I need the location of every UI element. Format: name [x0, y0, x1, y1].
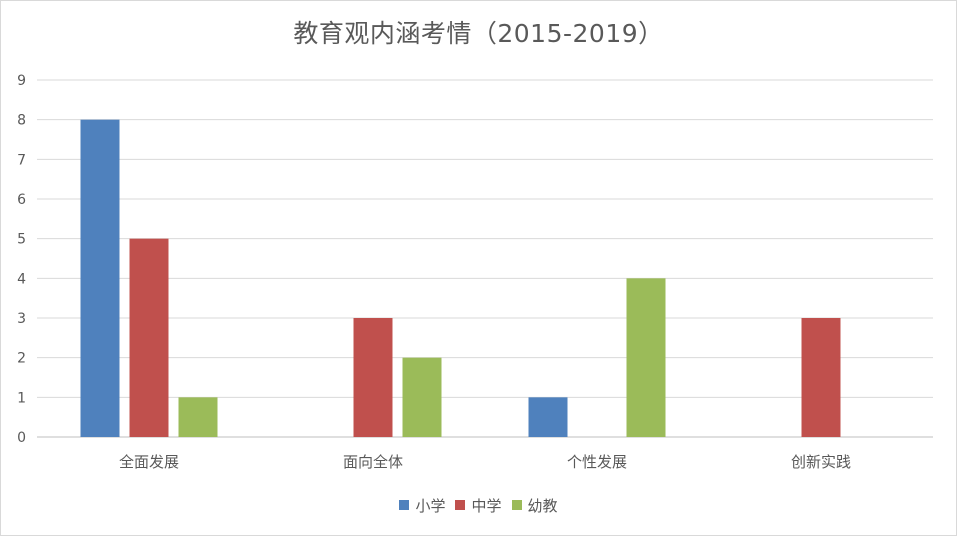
x-category-label: 创新实践	[791, 453, 851, 471]
y-tick-label: 5	[17, 232, 26, 248]
y-tick-label: 6	[17, 192, 26, 208]
bar-0-0	[80, 119, 120, 438]
y-tick-label: 7	[17, 152, 26, 168]
y-tick-label: 4	[17, 271, 26, 287]
bar-3-1	[801, 318, 841, 437]
x-category-label: 个性发展	[567, 453, 627, 471]
y-tick-label: 1	[17, 390, 26, 406]
legend-label-preschool: 幼教	[527, 496, 558, 515]
legend: 小学 中学 幼教	[0, 493, 957, 517]
bar-0-2	[178, 397, 218, 437]
bar-1-2	[402, 357, 442, 437]
x-category-label: 面向全体	[343, 453, 403, 471]
bar-2-2	[626, 278, 666, 437]
y-tick-label: 8	[17, 113, 26, 129]
y-tick-label: 3	[17, 311, 26, 327]
x-category-label: 全面发展	[119, 453, 179, 471]
legend-swatch-middle	[455, 500, 466, 510]
legend-label-middle: 中学	[471, 496, 502, 515]
y-tick-label: 2	[17, 351, 26, 367]
legend-item-primary: 小学	[399, 495, 445, 516]
chart-title: 教育观内涵考情（2015-2019）	[293, 19, 664, 48]
legend-swatch-preschool	[511, 500, 522, 510]
y-tick-label: 9	[17, 73, 26, 89]
legend-label-primary: 小学	[415, 496, 446, 515]
legend-swatch-primary	[399, 500, 410, 510]
legend-item-middle: 中学	[455, 495, 502, 516]
legend-item-preschool: 幼教	[511, 495, 558, 516]
bar-1-1	[353, 318, 393, 437]
bar-0-1	[129, 238, 169, 437]
bar-2-0	[528, 397, 568, 437]
y-tick-label: 0	[17, 430, 26, 446]
